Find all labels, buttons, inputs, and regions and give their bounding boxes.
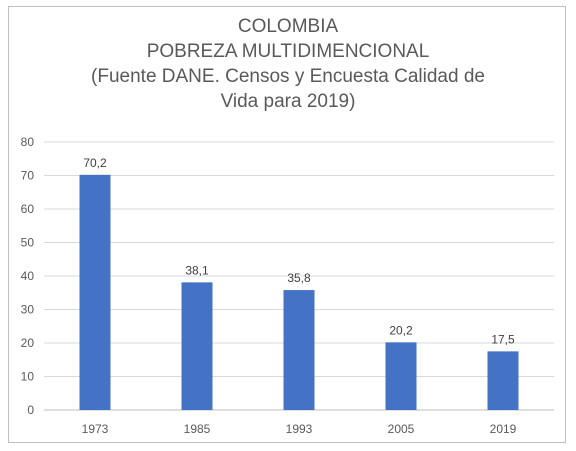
y-tick-label: 80 bbox=[21, 135, 35, 149]
bar bbox=[385, 342, 417, 410]
y-tick-label: 70 bbox=[21, 169, 35, 183]
x-tick-label: 1973 bbox=[82, 422, 109, 436]
title-line-2: POBREZA MULTIDIMENCIONAL bbox=[146, 41, 430, 62]
y-tick-label: 60 bbox=[21, 202, 35, 216]
bar bbox=[487, 351, 519, 410]
bar bbox=[283, 290, 315, 410]
data-label: 17,5 bbox=[491, 332, 515, 346]
title-line-1: COLOMBIA bbox=[237, 16, 339, 37]
data-label: 35,8 bbox=[287, 271, 311, 285]
x-tick-label: 2019 bbox=[490, 422, 517, 436]
y-tick-label: 40 bbox=[21, 269, 35, 283]
data-label: 70,2 bbox=[83, 156, 107, 170]
bar bbox=[181, 282, 213, 410]
x-tick-label: 2005 bbox=[388, 422, 415, 436]
y-tick-label: 50 bbox=[21, 236, 35, 250]
y-tick-label: 10 bbox=[21, 370, 35, 384]
x-tick-label: 1985 bbox=[184, 422, 211, 436]
x-tick-label: 1993 bbox=[286, 422, 313, 436]
data-label: 38,1 bbox=[185, 263, 209, 277]
chart-title: COLOMBIA POBREZA MULTIDIMENCIONAL (Fuent… bbox=[0, 14, 576, 114]
y-tick-label: 20 bbox=[21, 336, 35, 350]
data-label: 20,2 bbox=[389, 323, 413, 337]
bar bbox=[79, 174, 111, 410]
title-line-3: (Fuente DANE. Censos y Encuesta Calidad … bbox=[91, 66, 485, 87]
title-line-4: Vida para 2019) bbox=[220, 91, 356, 112]
y-tick-label: 0 bbox=[27, 403, 34, 417]
y-tick-label: 30 bbox=[21, 303, 35, 317]
